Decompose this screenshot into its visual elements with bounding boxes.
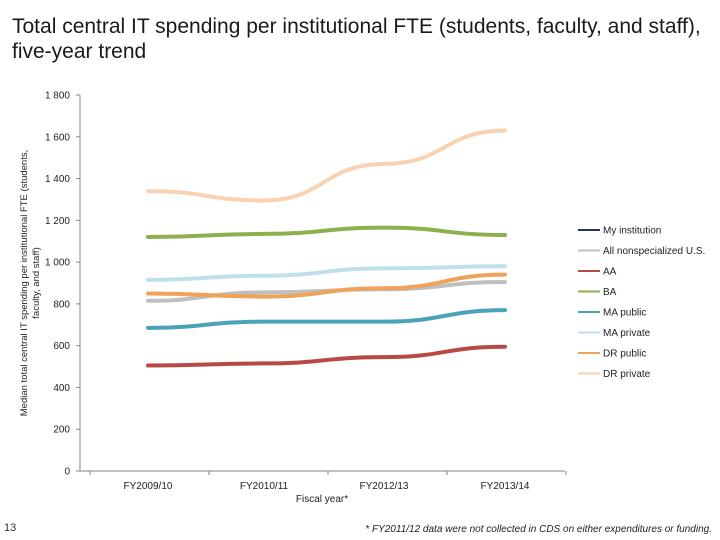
legend-label-ba: BA (603, 287, 617, 298)
series-line-ma-public (146, 308, 507, 330)
y-tick-label: 0 (64, 467, 70, 478)
slide-number: 13 (4, 522, 17, 534)
series-line-ma-private (146, 264, 507, 282)
chart-legend: My institution All nonspecialized U.S. AA B… (578, 226, 705, 380)
y-axis-label-line: faculty, and staff) (31, 247, 42, 318)
y-tick-label: 1 200 (45, 216, 70, 227)
y-tick-label: 1 000 (45, 258, 70, 269)
series-line-aa (146, 344, 507, 368)
x-axis-label: Fiscal year* (296, 494, 348, 505)
legend-label-dr-private: DR private (603, 369, 651, 380)
x-tick-label: FY2013/14 (481, 481, 530, 492)
x-tick-label: FY2009/10 (124, 481, 173, 492)
series-line-ba (146, 225, 507, 240)
footnote: * FY2011/12 data were not collected in C… (365, 524, 712, 535)
series-line-dr-private (146, 128, 507, 203)
series-line-dr-public (146, 272, 507, 299)
y-tick-label: 800 (53, 299, 70, 310)
slide-title: Total central IT spending per institutio… (12, 15, 701, 63)
legend-label-ma-private: MA private (603, 328, 651, 339)
y-tick-label: 1 600 (45, 132, 70, 143)
y-axis-label: Median total central IT spending per ins… (19, 150, 42, 417)
legend-label-dr-public: DR public (603, 349, 646, 360)
x-axis-ticks: FY2009/10 FY2010/11 FY2012/13 FY2013/14 (89, 471, 567, 492)
legend-label-aa: AA (603, 267, 617, 278)
legend-label-all-nonspecialized-u-s: All nonspecialized U.S. (603, 246, 705, 257)
y-axis-ticks: 0 200 400 600 800 1 000 1 200 1 400 1 600 1 800 (45, 91, 80, 478)
legend-label-my-institution: My institution (603, 226, 661, 237)
x-tick-label: FY2012/13 (360, 481, 409, 492)
chart-axes (79, 95, 565, 472)
y-tick-label: 1 800 (45, 91, 70, 102)
y-tick-label: 200 (53, 425, 70, 436)
y-axis-label-line: Median total central IT spending per ins… (19, 150, 30, 417)
y-tick-label: 400 (53, 383, 70, 394)
y-tick-label: 1 400 (45, 174, 70, 185)
x-tick-label: FY2010/11 (240, 481, 289, 492)
y-tick-label: 600 (53, 341, 70, 352)
legend-label-ma-public: MA public (603, 308, 646, 319)
series-lines (146, 128, 507, 368)
